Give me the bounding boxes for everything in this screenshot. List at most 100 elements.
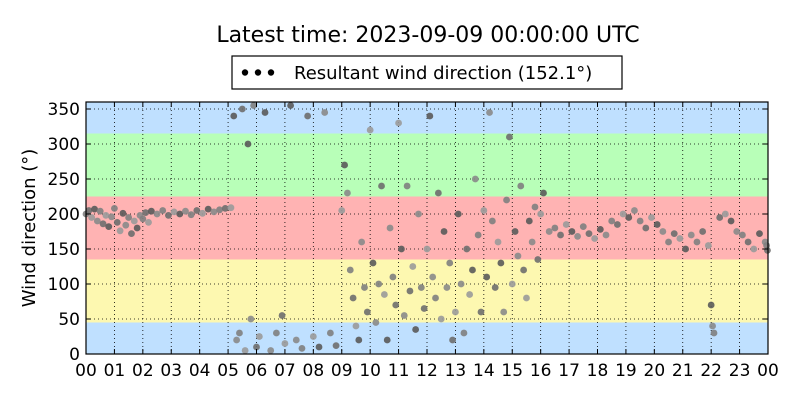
x-tick-label: 01 <box>104 361 126 381</box>
x-tick-label: 22 <box>700 361 722 381</box>
data-point <box>125 214 133 221</box>
y-tick-label: 50 <box>58 310 80 330</box>
x-tick-label: 04 <box>189 361 211 381</box>
data-point <box>238 105 246 113</box>
data-point <box>142 209 150 217</box>
data-point <box>659 228 667 235</box>
x-tick-label: 13 <box>445 361 467 381</box>
data-point <box>165 212 172 219</box>
x-tick-label: 19 <box>615 361 637 381</box>
data-point <box>494 238 502 246</box>
data-point <box>346 266 354 274</box>
data-point <box>130 217 138 225</box>
data-point <box>255 333 263 340</box>
data-point <box>187 211 195 219</box>
x-tick-label: 00 <box>757 361 779 381</box>
data-point <box>491 284 499 291</box>
y-tick-label: 300 <box>48 135 80 155</box>
chart-title: Latest time: 2023-09-09 00:00:00 UTC <box>216 23 639 48</box>
data-point <box>247 315 255 323</box>
data-point <box>108 213 115 221</box>
data-point <box>369 259 377 267</box>
data-point <box>534 256 542 263</box>
x-tick-label: 16 <box>530 361 552 381</box>
data-point <box>253 343 260 351</box>
data-point <box>272 329 280 337</box>
data-points <box>82 102 771 354</box>
data-point <box>199 209 206 217</box>
data-point <box>102 212 110 219</box>
data-point <box>398 245 405 253</box>
x-tick-label: 12 <box>416 361 438 381</box>
data-point <box>466 291 474 298</box>
data-point <box>596 226 604 233</box>
data-point <box>710 329 718 337</box>
data-point <box>233 336 241 344</box>
data-point <box>500 308 508 316</box>
data-point <box>721 210 729 218</box>
legend-marker-dot <box>267 69 275 76</box>
data-point <box>139 215 147 223</box>
data-point <box>733 228 741 235</box>
data-point <box>727 217 735 225</box>
data-point <box>182 207 189 215</box>
data-point <box>483 273 491 281</box>
data-point <box>383 336 391 344</box>
data-point <box>85 207 93 214</box>
data-point <box>545 228 553 235</box>
data-point <box>457 280 465 288</box>
data-point <box>278 312 286 319</box>
data-point <box>477 308 485 316</box>
x-tick-label: 08 <box>303 361 325 381</box>
x-tick-label: 09 <box>331 361 353 381</box>
data-point <box>523 294 530 302</box>
data-point <box>326 329 334 337</box>
data-point <box>707 301 715 309</box>
y-axis-label: Wind direction (°) <box>19 149 40 308</box>
data-point <box>221 205 229 212</box>
data-point <box>176 210 184 218</box>
x-tick-label: 11 <box>388 361 410 381</box>
direction-bands <box>86 102 768 354</box>
data-point <box>602 231 610 239</box>
y-tick-label: 100 <box>48 275 80 295</box>
data-point <box>338 207 346 214</box>
data-point <box>352 322 360 330</box>
data-point <box>344 189 351 197</box>
data-point <box>531 203 539 211</box>
data-point <box>395 119 402 127</box>
data-point <box>147 207 155 215</box>
data-point <box>111 205 118 212</box>
x-tick-label: 07 <box>274 361 296 381</box>
data-point <box>170 208 178 216</box>
x-tick-label: 17 <box>558 361 580 381</box>
data-point <box>704 242 712 249</box>
data-point <box>406 287 414 295</box>
data-point <box>309 333 317 340</box>
data-point <box>281 340 289 347</box>
data-point <box>682 245 689 253</box>
x-tick-label: 20 <box>644 361 666 381</box>
data-point <box>750 245 758 253</box>
x-tick-label: 06 <box>246 361 268 381</box>
x-tick-label: 00 <box>75 361 97 381</box>
data-point <box>236 329 243 337</box>
data-point <box>756 230 763 238</box>
data-point <box>503 196 510 204</box>
data-point <box>204 205 212 213</box>
data-point <box>699 228 707 235</box>
data-point <box>443 284 451 291</box>
x-tick-label: 23 <box>729 361 751 381</box>
data-point <box>116 227 124 235</box>
data-point <box>267 347 275 354</box>
grid-lines <box>86 102 768 354</box>
data-point <box>332 342 340 349</box>
data-point <box>386 224 394 232</box>
x-tick-label: 10 <box>359 361 381 381</box>
data-point <box>159 207 167 214</box>
data-point <box>96 207 104 215</box>
data-point <box>420 305 428 312</box>
y-tick-label: 0 <box>69 345 80 365</box>
data-point <box>739 231 746 239</box>
